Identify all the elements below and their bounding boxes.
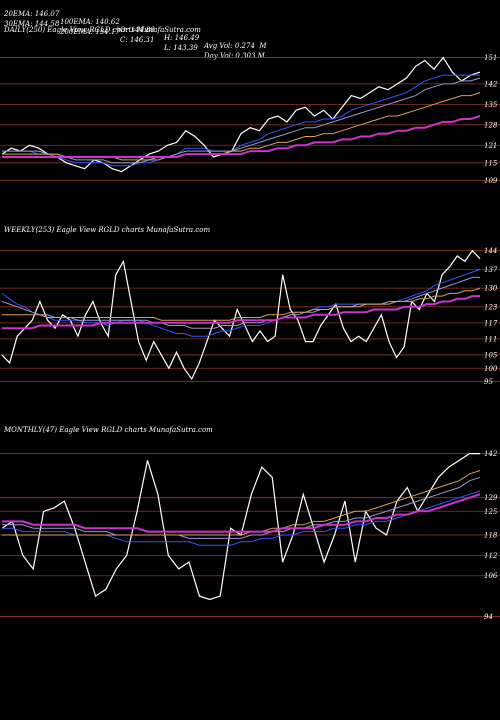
daily-series-line-1	[2, 74, 480, 167]
weekly-series-line-1	[1, 268, 481, 337]
weekly-y-tick-label: 117	[484, 319, 498, 327]
stat-avg-vol: Avg Vol: 0.274 M	[204, 42, 267, 50]
daily-panel-label: DAILY(250) Eagle View RGLD charts Munafa…	[4, 26, 201, 34]
monthly-series-line-1	[2, 490, 481, 546]
stat-20ema: 20EMA: 146.07	[4, 10, 60, 18]
daily-series-line-3	[2, 92, 481, 161]
monthly-y-tick-label: 106	[484, 572, 498, 580]
daily-y-tick-label: 128	[484, 121, 498, 129]
stat-low: L: 143.39	[164, 44, 198, 52]
weekly-y-tick-label: 137	[484, 266, 498, 274]
daily-y-tick-label: 151	[484, 54, 497, 62]
stat-30ema: 30EMA: 144.58	[4, 20, 60, 28]
monthly-series-line-3	[2, 470, 481, 536]
monthly-panel-label: MONTHLY(47) Eagle View RGLD charts Munaf…	[4, 426, 213, 434]
monthly-y-tick-label: 94	[484, 613, 493, 621]
header-row-2: 30EMA: 144.58 200EMA: 134.17 C: 146.31 L…	[4, 12, 265, 60]
daily-series-line-2	[2, 77, 481, 164]
daily-y-tick-label: 135	[484, 101, 498, 109]
daily-series-line-4	[2, 115, 481, 158]
weekly-y-tick-label: 105	[484, 351, 498, 359]
daily-series-line-0	[1, 56, 481, 173]
monthly-y-tick-label: 125	[484, 508, 498, 516]
stat-day-vol: Day Vol: 0.303 M	[204, 52, 265, 60]
weekly-y-tick-label: 100	[484, 365, 498, 373]
daily-y-tick-label: 142	[484, 80, 498, 88]
stat-high: H: 146.49	[164, 34, 200, 42]
weekly-y-tick-label: 111	[484, 335, 497, 343]
weekly-series-line-4	[2, 295, 480, 330]
weekly-y-tick-label: 130	[484, 285, 498, 293]
daily-y-tick-label: 115	[484, 159, 498, 167]
weekly-y-tick-label: 123	[484, 303, 498, 311]
stat-open: O: 144.88	[120, 26, 155, 34]
weekly-series-line-3	[2, 287, 481, 321]
monthly-y-tick-label: 129	[484, 494, 498, 502]
weekly-series-line-0	[1, 249, 481, 381]
header-row-1: 20EMA: 146.07 100EMA: 140.62 O: 144.88 H…	[4, 2, 267, 50]
monthly-series-line-0	[1, 453, 480, 601]
weekly-panel-label: WEEKLY(253) Eagle View RGLD charts Munaf…	[4, 226, 211, 234]
weekly-y-tick-label: 95	[484, 378, 493, 386]
monthly-series-line-2	[2, 476, 481, 539]
daily-y-tick-label: 121	[484, 142, 497, 150]
monthly-series-line-4	[2, 493, 481, 533]
stat-200ema: 200EMA: 134.17	[60, 28, 120, 36]
daily-y-tick-label: 109	[484, 177, 498, 185]
stat-close: C: 146.31	[120, 36, 155, 44]
monthly-y-tick-label: 118	[484, 532, 498, 540]
stat-100ema: 100EMA: 140.62	[60, 18, 120, 26]
monthly-y-tick-label: 142	[484, 450, 498, 458]
monthly-y-tick-label: 112	[484, 552, 498, 560]
weekly-y-tick-label: 144	[484, 247, 497, 255]
